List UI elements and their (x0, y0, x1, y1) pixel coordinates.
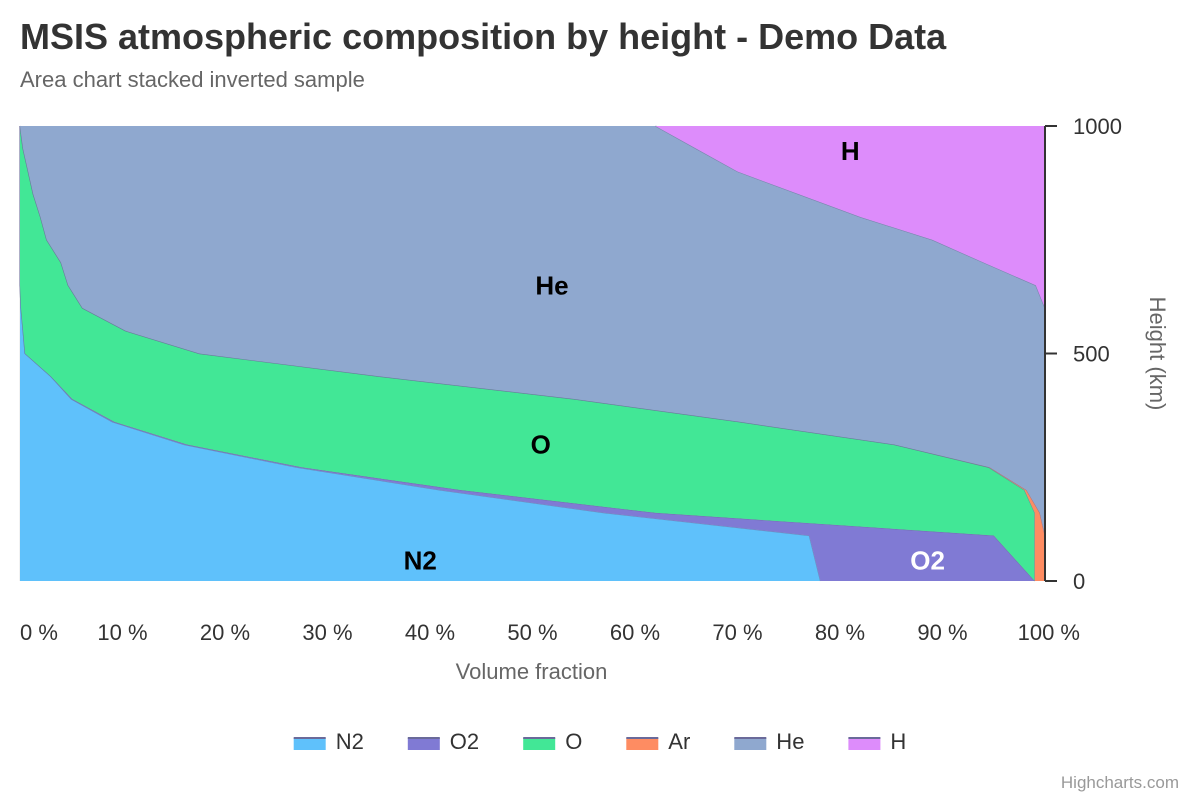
legend-label: N2 (336, 729, 364, 754)
height-tick-label: 500 (1073, 342, 1110, 367)
fraction-tick-label: 90 % (917, 620, 967, 645)
height-axis-title: Height (km) (1145, 297, 1170, 411)
legend-label: O2 (450, 729, 479, 754)
fraction-tick-label: 100 % (1018, 620, 1080, 645)
fraction-tick-label: 10 % (97, 620, 147, 645)
legend-item-n2[interactable]: N2 (293, 729, 364, 754)
legend-item-o2[interactable]: O2 (407, 729, 479, 754)
legend-label: H (890, 729, 906, 754)
legend-item-o[interactable]: O (523, 729, 582, 754)
legend-symbol (293, 738, 326, 750)
legend-label: O (565, 729, 582, 754)
fraction-tick-label: 20 % (200, 620, 250, 645)
legend-item-he[interactable]: He (734, 729, 804, 754)
area-o (20, 126, 1035, 581)
area-he (20, 126, 1045, 581)
legend-item-h[interactable]: H (848, 729, 906, 754)
legend-label: He (776, 729, 804, 754)
area-label-o: O (531, 430, 551, 460)
area-label-h: H (841, 136, 860, 166)
fraction-axis-title: Volume fraction (456, 659, 608, 684)
area-labels: N2 O2 O He H (404, 136, 945, 576)
area-label-n2: N2 (404, 546, 437, 576)
chart-title: MSIS atmospheric composition by height -… (20, 16, 947, 57)
fraction-tick-label: 30 % (302, 620, 352, 645)
fraction-tick-label: 80 % (815, 620, 865, 645)
fraction-tick-label: 50 % (507, 620, 557, 645)
fraction-tick-label: 60 % (610, 620, 660, 645)
chart-subtitle: Area chart stacked inverted sample (20, 67, 365, 92)
fraction-tick-label: 40 % (405, 620, 455, 645)
axes: 0 % 10 % 20 % 30 % 40 % 50 % 60 % 70 % 80 % 90 % 1… (20, 114, 1170, 684)
height-tick-label: 0 (1073, 569, 1085, 594)
credits-link[interactable]: Highcharts.com (1060, 773, 1179, 792)
legend-symbol (848, 738, 881, 750)
area-n2 (20, 126, 821, 581)
area-label-o2: O2 (910, 546, 945, 576)
legend-label: Ar (668, 729, 690, 754)
legend-symbol (523, 738, 556, 750)
legend-symbol (407, 738, 440, 750)
legend-symbol (626, 738, 659, 750)
area-label-he: He (535, 270, 568, 300)
legend-item-ar[interactable]: Ar (626, 729, 690, 754)
area-h (655, 126, 1045, 581)
area-o2 (20, 126, 1035, 581)
plot-areas (19, 125, 1046, 582)
fraction-tick-label: 0 % (20, 620, 58, 645)
legend-symbol (734, 738, 767, 750)
height-tick-label: 1000 (1073, 114, 1122, 139)
legend: N2 O2 O Ar He H (293, 729, 906, 754)
fraction-tick-label: 70 % (712, 620, 762, 645)
